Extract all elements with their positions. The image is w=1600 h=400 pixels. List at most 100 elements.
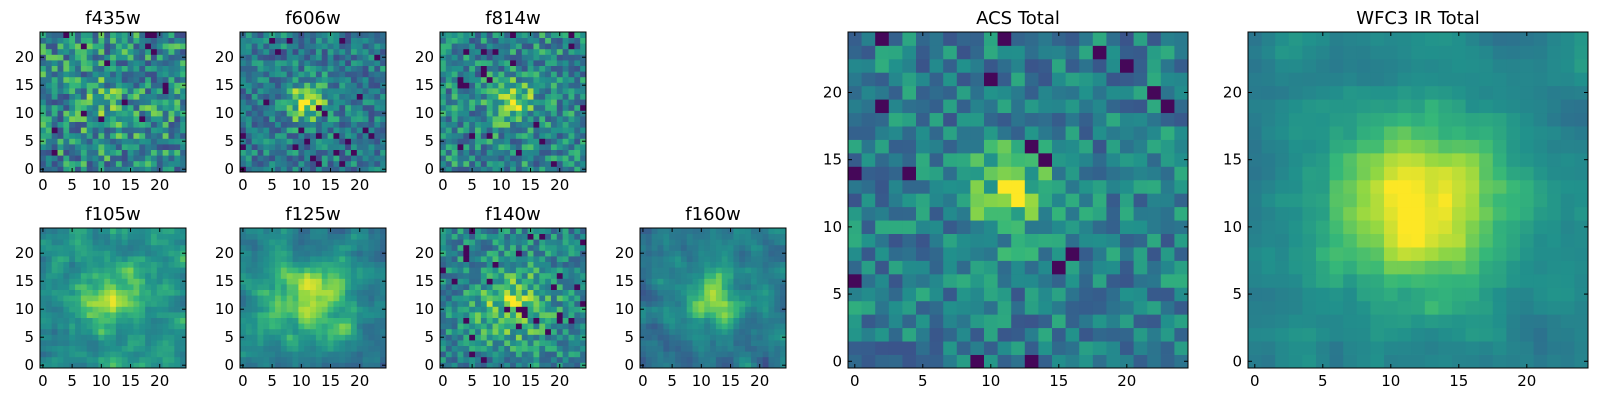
- heatmap-cell: [380, 155, 387, 162]
- heatmap-cell: [533, 93, 540, 100]
- heatmap-cell: [1120, 273, 1134, 288]
- heatmap-cell: [440, 328, 447, 335]
- heatmap-cell: [310, 93, 317, 100]
- heatmap-cell: [1106, 206, 1121, 221]
- heatmap-cell: [315, 149, 323, 156]
- heatmap-cell: [902, 314, 917, 329]
- heatmap-cell: [527, 65, 534, 72]
- heatmap-cell: [150, 261, 158, 268]
- heatmap-cell: [269, 328, 276, 335]
- heatmap-cell: [269, 82, 276, 89]
- heatmap-cell: [515, 306, 523, 313]
- heatmap-cell: [86, 138, 93, 145]
- heatmap-cell: [1038, 287, 1053, 302]
- heatmap-cell: [168, 256, 175, 262]
- heatmap-cell: [280, 362, 288, 369]
- heatmap-cell: [469, 250, 476, 257]
- heatmap-cell: [533, 127, 540, 134]
- heatmap-cell: [110, 132, 117, 139]
- heatmap-cell: [510, 110, 517, 117]
- heatmap-cell: [475, 306, 482, 313]
- heatmap-cell: [310, 104, 317, 111]
- heatmap-cell: [498, 317, 505, 324]
- heatmap-cell: [139, 323, 146, 330]
- heatmap-cell: [63, 144, 70, 150]
- heatmap-cell: [145, 300, 152, 307]
- heatmap-cell: [463, 32, 470, 38]
- heatmap-cell: [457, 323, 464, 330]
- heatmap-cell: [739, 233, 746, 240]
- heatmap-cell: [321, 116, 328, 122]
- heatmap-cell: [745, 356, 752, 363]
- heatmap-cell: [45, 284, 53, 290]
- heatmap-cell: [580, 121, 587, 128]
- heatmap-cell: [984, 193, 998, 208]
- heatmap-cell: [727, 356, 734, 363]
- heatmap-cell: [57, 328, 64, 335]
- heatmap-cell: [40, 144, 47, 150]
- heatmap-cell: [374, 48, 381, 55]
- heatmap-cell: [480, 88, 488, 94]
- heatmap-cell: [550, 43, 558, 50]
- heatmap-cell: [298, 351, 305, 358]
- heatmap-cell: [480, 37, 488, 44]
- heatmap-cell: [121, 76, 128, 83]
- heatmap-cell: [848, 179, 862, 194]
- heatmap-cell: [486, 132, 493, 139]
- heatmap-cell: [515, 65, 523, 72]
- heatmap-cell: [57, 345, 64, 352]
- heatmap-cell: [1079, 300, 1094, 315]
- heatmap-cell: [539, 306, 546, 313]
- heatmap-cell: [92, 312, 99, 318]
- heatmap-cell: [445, 239, 453, 246]
- heatmap-cell: [916, 300, 930, 315]
- heatmap-cell: [150, 138, 158, 145]
- heatmap-cells: [640, 228, 787, 369]
- heatmap-cell: [984, 354, 998, 369]
- heatmap-cell: [304, 306, 311, 313]
- heatmap-cell: [374, 54, 381, 61]
- heatmap-cell: [280, 32, 288, 38]
- heatmap-cell: [580, 239, 587, 246]
- heatmap-cell: [521, 272, 528, 279]
- heatmap-cell: [539, 256, 546, 262]
- heatmap-cell: [374, 43, 381, 50]
- heatmap-cell: [663, 284, 670, 290]
- heatmap-cell: [345, 289, 352, 296]
- heatmap-cell: [339, 284, 346, 290]
- heatmap-cell: [174, 160, 181, 167]
- heatmap-cell: [133, 127, 140, 134]
- heatmap-cell: [92, 228, 99, 234]
- heatmap-cell: [451, 110, 458, 117]
- heatmap-cell: [527, 244, 534, 251]
- heatmap-cell: [310, 272, 317, 279]
- heatmap-cell: [45, 93, 53, 100]
- heatmap-cell: [550, 110, 558, 117]
- heatmap-cell: [69, 328, 76, 335]
- heatmap-cell: [174, 295, 181, 302]
- heatmap-cell: [574, 144, 581, 150]
- heatmap-cell: [280, 228, 288, 234]
- heatmap-cell: [916, 179, 930, 194]
- heatmap-cell: [902, 233, 917, 248]
- heatmap-cell: [69, 295, 76, 302]
- heatmap-cell: [750, 272, 758, 279]
- heatmap-cell: [475, 149, 482, 156]
- heatmap-cell: [121, 82, 128, 89]
- heatmap-cell: [710, 340, 717, 346]
- heatmap-cell: [145, 116, 152, 122]
- heatmap-cell: [533, 356, 540, 363]
- heatmap-cell: [888, 179, 903, 194]
- heatmap-cell: [292, 300, 299, 307]
- heatmap-cell: [902, 179, 917, 194]
- heatmap-cell: [486, 43, 493, 50]
- heatmap-cell: [545, 289, 552, 296]
- heatmap-cell: [127, 48, 134, 55]
- heatmap-cell: [104, 233, 111, 240]
- heatmap-cell: [710, 250, 717, 257]
- heatmap-cell: [739, 228, 746, 234]
- heatmap-cell: [440, 60, 447, 66]
- y-tick-label: 20: [15, 48, 34, 66]
- panel-title: f435w: [85, 8, 140, 29]
- heatmap-cell: [550, 71, 558, 78]
